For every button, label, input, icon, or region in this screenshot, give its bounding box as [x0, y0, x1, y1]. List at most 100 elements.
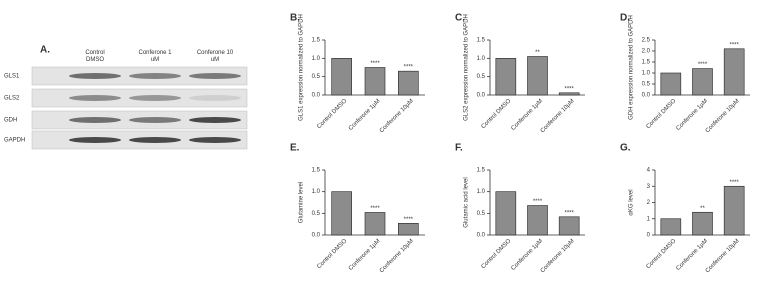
- bar: [527, 56, 548, 96]
- x-tick-label: Control DMSO: [646, 98, 678, 130]
- y-tick-label: 0.0: [312, 93, 321, 99]
- blot-band: [189, 117, 241, 123]
- panel-label: G.: [620, 143, 631, 154]
- y-tick-label: 0.0: [477, 93, 486, 99]
- panel-label: B.: [290, 13, 300, 24]
- y-axis-label: αKG level: [629, 189, 635, 215]
- blot-band: [189, 95, 241, 101]
- column-label: Control DMSO: [85, 50, 104, 63]
- significance-label: ****: [564, 210, 574, 216]
- bar: [660, 218, 682, 236]
- bar: [398, 70, 419, 96]
- bar: [331, 191, 352, 236]
- bar: [558, 92, 580, 96]
- significance-label: ****: [404, 65, 414, 71]
- column-label-line: Conferone 10: [197, 50, 234, 56]
- column-label-line: uM: [151, 57, 159, 63]
- bar: [527, 205, 548, 236]
- bar: [558, 216, 580, 236]
- y-tick-label: 0.5: [477, 74, 486, 80]
- significance-label: ****: [370, 206, 380, 212]
- chart-panel: B.GLS1 expression normalized to GAPDH 0.0…: [290, 13, 425, 134]
- x-tick-label: Control DMSO: [481, 98, 513, 130]
- x-tick-label: Conferone 1µM: [510, 238, 544, 272]
- bar: [331, 58, 352, 96]
- row-label: GDH: [4, 118, 17, 124]
- y-tick-label: 1.5: [642, 60, 651, 66]
- y-tick-label: 1.5: [312, 38, 321, 44]
- y-tick-label: 0.5: [312, 74, 321, 80]
- bar: [364, 212, 386, 236]
- x-tick-label: Control DMSO: [481, 238, 513, 270]
- y-tick-label: 1: [647, 216, 651, 222]
- x-tick-label: Control DMSO: [646, 238, 678, 270]
- y-tick-label: 1.0: [477, 56, 486, 62]
- chart-panel: D.GDH expression normalized to GAPDH 0.0 0…: [620, 13, 750, 134]
- blot-band: [129, 117, 181, 123]
- x-tick-label: Conferone 10µM: [379, 98, 415, 134]
- x-tick-label: Conferone 1µM: [675, 98, 709, 132]
- significance-label: **: [535, 50, 540, 56]
- y-tick-label: 1.5: [477, 168, 486, 174]
- panel-label: E.: [290, 143, 300, 154]
- blot-band: [69, 95, 121, 101]
- blot-band: [69, 73, 121, 79]
- column-label-line: Conferone 1: [138, 50, 172, 56]
- y-tick-label: 0.5: [477, 211, 486, 217]
- column-label: Conferone 1 uM: [138, 50, 172, 63]
- bar: [660, 72, 682, 96]
- panel-label: A.: [40, 45, 50, 56]
- bar: [692, 211, 713, 236]
- y-tick-label: 0.5: [642, 82, 651, 88]
- blot-band: [69, 117, 121, 123]
- y-tick-label: 4: [647, 168, 651, 174]
- blot-band: [189, 73, 241, 79]
- significance-label: ****: [729, 180, 739, 186]
- row-label: GLS1: [4, 74, 20, 80]
- chart-panel: E. Glutamine level 0.0 0.5 1.0 1.5 Control DMS…: [290, 143, 425, 274]
- column-label: Conferone 10 uM: [197, 50, 234, 63]
- y-axis-label: GLS1 expression normalized to GAPDH: [299, 14, 305, 121]
- significance-label: ****: [404, 217, 414, 223]
- bar: [723, 48, 745, 96]
- panel-label: C.: [455, 13, 465, 24]
- bar: [495, 191, 517, 236]
- x-tick-label: Conferone 1µM: [510, 98, 544, 132]
- chart-panel: F. Glutamic acid level 0.0 0.5 1.0 1.5 Control…: [455, 143, 585, 274]
- column-label-line: DMSO: [86, 57, 104, 63]
- y-tick-label: 2: [647, 200, 651, 206]
- y-tick-label: 0.0: [642, 93, 651, 99]
- panel-label: F.: [455, 143, 463, 154]
- x-tick-label: Conferone 1µM: [675, 238, 709, 272]
- x-tick-label: Conferone 10µM: [705, 98, 741, 134]
- chart-panel: G. αKG level 0 1 2 3 4 Control DMSO ** Conferone …: [620, 143, 750, 274]
- x-tick-label: Conferone 1µM: [348, 238, 382, 272]
- significance-label: **: [700, 206, 705, 212]
- column-label-line: Control: [85, 50, 104, 56]
- y-tick-label: 1.0: [312, 189, 321, 195]
- y-tick-label: 0.5: [312, 211, 321, 217]
- significance-label: ****: [370, 61, 380, 67]
- panel-label: D.: [620, 13, 630, 24]
- y-tick-label: 1.0: [312, 56, 321, 62]
- y-tick-label: 1.5: [477, 38, 486, 44]
- row-label: GLS2: [4, 96, 20, 102]
- x-tick-label: Conferone 10µM: [379, 238, 415, 274]
- y-tick-label: 2.5: [642, 38, 651, 44]
- blot-band: [129, 73, 181, 79]
- y-tick-label: 1.0: [642, 71, 651, 77]
- blot-strip: [31, 88, 248, 108]
- blot-band: [129, 95, 181, 101]
- x-tick-label: Conferone 10µM: [540, 98, 576, 134]
- bar: [723, 185, 745, 236]
- significance-label: ****: [564, 86, 574, 92]
- bar: [692, 68, 713, 96]
- y-tick-label: 3: [647, 184, 651, 190]
- x-tick-label: Control DMSO: [316, 98, 348, 130]
- x-tick-label: Conferone 10µM: [705, 238, 741, 274]
- y-axis-label: GDH expression normalized to GAPDH: [629, 15, 635, 120]
- blot-band: [129, 137, 181, 143]
- column-label-line: uM: [211, 57, 219, 63]
